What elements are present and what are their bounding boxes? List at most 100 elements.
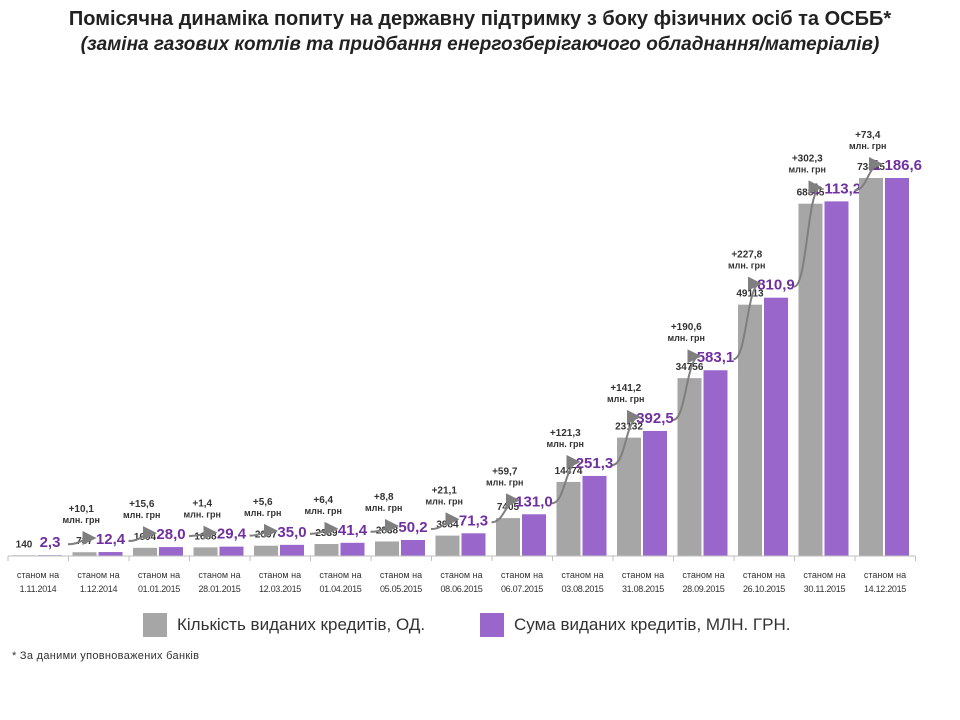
count-bar <box>738 304 762 556</box>
count-bar <box>556 481 581 556</box>
increment-value: +59,7 <box>492 466 518 477</box>
x-tick-label: станом на <box>17 570 59 580</box>
amount-bar <box>885 178 909 556</box>
x-tick-label: 01.04.2015 <box>319 584 361 594</box>
amount-label: 1 186,6 <box>872 157 922 174</box>
increment-unit: млн. грн <box>123 510 161 520</box>
amount-bar <box>643 430 667 556</box>
chart-title: Помісячна динаміка попиту на державну пі… <box>68 8 892 30</box>
x-tick-label: 12.03.2015 <box>259 584 301 594</box>
legend-item-count: Кількість виданих кредитів, ОД. <box>143 613 425 637</box>
x-tick-label: 14.12.2015 <box>864 584 906 594</box>
increment-value: +190,6 <box>671 322 702 333</box>
amount-label: 35,0 <box>277 524 306 541</box>
count-bar <box>859 178 883 557</box>
increment-arrow <box>128 526 157 543</box>
x-tick-label: 28.01.2015 <box>198 584 240 594</box>
legend-label-amount: Сума виданих кредитів, МЛН. ГРН. <box>514 615 791 634</box>
x-tick-label: 06.07.2015 <box>501 584 543 594</box>
increment-arrow <box>309 521 339 536</box>
increment-arrow <box>551 454 581 505</box>
x-tick-label: станом на <box>380 570 422 580</box>
increment-unit: млн. грн <box>547 439 585 449</box>
x-tick-label: станом на <box>803 570 845 580</box>
amount-label: 12,4 <box>96 531 126 548</box>
increment-value: +6,4 <box>313 495 333 506</box>
increment-unit: млн. грн <box>728 261 766 271</box>
x-tick-label: станом на <box>743 570 785 580</box>
increment-arrow <box>854 157 883 192</box>
x-tick-label: станом на <box>198 570 240 580</box>
increment-arrow <box>733 276 762 361</box>
amount-bar <box>340 542 365 556</box>
x-tick-label: 31.08.2015 <box>622 584 664 594</box>
legend-item-amount: Сума виданих кредитів, МЛН. ГРН. <box>480 613 790 637</box>
increment-value: +1,4 <box>192 499 212 510</box>
increment-arrow <box>370 519 399 534</box>
increment-arrow <box>249 523 278 538</box>
increment-unit: млн. грн <box>849 141 887 151</box>
amount-label: 41,4 <box>338 522 368 539</box>
count-bar <box>375 541 399 556</box>
x-tick-label: 30.11.2015 <box>804 584 846 594</box>
count-label: 140 <box>16 539 33 550</box>
count-bar <box>435 535 460 556</box>
amount-label: 131,0 <box>515 493 553 510</box>
increment-value: +21,1 <box>432 485 458 496</box>
increment-value: +15,6 <box>129 499 155 510</box>
x-tick-label: станом на <box>682 570 724 580</box>
chart-legend: Кількість виданих кредитів, ОД. Сума вид… <box>0 613 960 643</box>
amount-label: 1 113,2 <box>812 180 861 197</box>
x-tick-label: станом на <box>622 570 664 580</box>
amount-bar <box>703 370 728 556</box>
increment-value: +73,4 <box>855 130 881 141</box>
increment-value: +141,2 <box>610 383 641 394</box>
increment-arrow <box>672 349 702 421</box>
increment-unit: млн. грн <box>607 394 645 404</box>
increment-arrow <box>430 512 460 531</box>
increment-unit: млн. грн <box>789 164 827 174</box>
count-bar <box>314 544 339 556</box>
count-bar <box>72 552 97 556</box>
increment-value: +5,6 <box>253 497 273 508</box>
x-tick-label: 1.11.2014 <box>20 584 57 594</box>
x-tick-label: станом на <box>561 570 603 580</box>
x-tick-label: 08.06.2015 <box>440 584 482 594</box>
amount-label: 810,9 <box>757 277 795 294</box>
x-tick-label: станом на <box>864 570 906 580</box>
increment-arrow <box>67 531 97 546</box>
increment-value: +302,3 <box>792 153 823 164</box>
count-bar <box>254 545 278 556</box>
count-bar <box>798 203 823 557</box>
amount-bar <box>461 533 486 556</box>
x-tick-label: 28.09.2015 <box>682 584 724 594</box>
increment-unit: млн. грн <box>668 333 706 343</box>
x-tick-label: 05.05.2015 <box>380 584 422 594</box>
increment-value: +8,8 <box>374 492 394 503</box>
count-bar <box>133 547 157 556</box>
legend-swatch-count <box>143 613 167 637</box>
x-tick-label: 01.01.2015 <box>138 584 180 594</box>
amount-bar <box>522 514 546 556</box>
increment-value: +227,8 <box>731 250 762 261</box>
increment-unit: млн. грн <box>244 508 282 518</box>
x-tick-label: станом на <box>319 570 361 580</box>
amount-label: 583,1 <box>697 349 735 366</box>
count-bar <box>193 547 218 556</box>
increment-arrow <box>793 180 823 288</box>
amount-label: 29,4 <box>217 526 247 543</box>
amount-label: 50,2 <box>398 519 427 536</box>
increment-unit: млн. грн <box>486 477 524 487</box>
increment-unit: млн. грн <box>365 503 403 513</box>
increment-unit: млн. грн <box>184 510 222 520</box>
amount-label: 28,0 <box>156 526 185 543</box>
amount-bar <box>98 552 123 556</box>
amount-label: 251,3 <box>576 455 614 472</box>
x-tick-label: станом на <box>440 570 482 580</box>
x-tick-label: 1.12.2014 <box>80 584 118 594</box>
legend-swatch-amount <box>480 613 504 637</box>
amount-bar <box>280 544 304 556</box>
amount-bar <box>159 547 183 556</box>
increment-unit: млн. грн <box>63 515 101 525</box>
